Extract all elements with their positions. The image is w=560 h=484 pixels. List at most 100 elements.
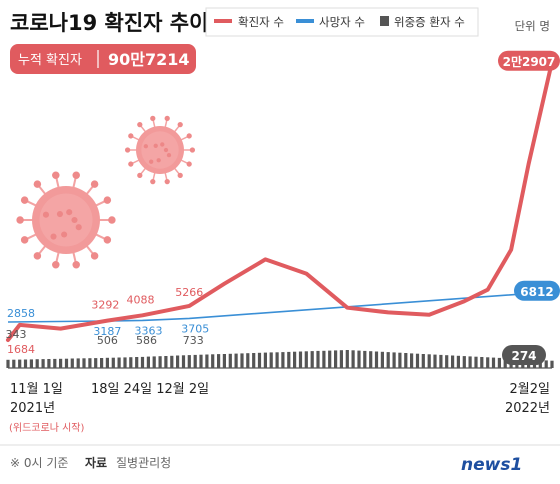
critical-bar bbox=[433, 354, 437, 368]
deaths-label-24: 3363 bbox=[135, 324, 163, 337]
critical-bar bbox=[269, 352, 273, 368]
critical-label-start: 343 bbox=[6, 328, 27, 341]
critical-bar bbox=[386, 352, 390, 368]
critical-label-dec2: 733 bbox=[183, 334, 204, 347]
cases-label-end: 2만2907 bbox=[503, 54, 556, 69]
critical-bar bbox=[550, 360, 554, 368]
critical-bar bbox=[339, 350, 343, 368]
critical-bar bbox=[211, 354, 215, 368]
critical-bar bbox=[538, 360, 542, 368]
critical-bar bbox=[298, 351, 303, 368]
critical-bar bbox=[18, 359, 22, 368]
cases-label-24: 4088 bbox=[127, 293, 155, 306]
critical-bar bbox=[35, 359, 39, 368]
footer-source: 질병관리청 bbox=[116, 456, 171, 470]
footer-source-label: 자료 bbox=[85, 455, 107, 470]
virus-icon-small bbox=[124, 115, 196, 185]
critical-bar bbox=[316, 350, 320, 368]
critical-bar bbox=[369, 351, 373, 368]
critical-bar bbox=[310, 351, 314, 368]
critical-bar bbox=[158, 356, 162, 368]
deaths-label-dec2: 3705 bbox=[181, 322, 209, 335]
critical-bar bbox=[427, 354, 431, 368]
cases-label-end-pill bbox=[498, 50, 560, 71]
legend-label-critical: 위중증 환자 수 bbox=[394, 15, 465, 29]
legend-box bbox=[205, 7, 479, 37]
brand-logo: news1 bbox=[461, 455, 522, 475]
critical-bar bbox=[328, 350, 332, 368]
critical-bar bbox=[497, 357, 501, 368]
deaths-label-start: 2858 bbox=[7, 307, 35, 320]
critical-bar bbox=[187, 355, 191, 368]
critical-bar bbox=[404, 353, 408, 368]
critical-bar bbox=[451, 355, 455, 368]
critical-bar bbox=[64, 358, 69, 368]
critical-bar bbox=[357, 350, 361, 368]
critical-bar bbox=[100, 358, 104, 368]
deaths-label-18: 3187 bbox=[93, 325, 121, 338]
critical-label-24: 586 bbox=[136, 334, 157, 347]
critical-bar bbox=[380, 351, 384, 368]
critical-label-end: 274 bbox=[511, 349, 536, 363]
critical-bar bbox=[88, 358, 92, 368]
critical-bar bbox=[410, 353, 414, 368]
critical-bar bbox=[152, 356, 156, 368]
critical-bar bbox=[70, 358, 74, 368]
critical-bar bbox=[415, 353, 420, 368]
critical-bar bbox=[170, 355, 174, 368]
critical-bar bbox=[456, 355, 460, 368]
critical-bar bbox=[486, 357, 490, 368]
critical-bar bbox=[351, 350, 355, 368]
critical-bar bbox=[392, 352, 396, 368]
critical-bar bbox=[304, 351, 308, 368]
virus-icon-large bbox=[16, 171, 116, 269]
cumulative-badge bbox=[10, 44, 196, 74]
critical-bar bbox=[345, 350, 349, 368]
critical-bar bbox=[322, 350, 326, 368]
critical-bar bbox=[146, 356, 150, 368]
legend-label-deaths: 사망자 수 bbox=[319, 15, 365, 29]
critical-bar bbox=[59, 358, 63, 368]
critical-bar bbox=[111, 357, 115, 368]
x-label-end-date: 2월2일 bbox=[510, 382, 550, 397]
critical-bar bbox=[246, 353, 250, 368]
x-label-start-year: 2021년 bbox=[10, 401, 55, 416]
critical-bar bbox=[76, 358, 80, 368]
critical-bar bbox=[47, 359, 51, 368]
legend-swatch-critical bbox=[380, 16, 389, 26]
critical-bar bbox=[334, 350, 338, 368]
cases-line bbox=[6, 59, 554, 342]
cases-label-18: 3292 bbox=[91, 299, 119, 312]
data-labels: 1684 3292 4088 5266 2만2907 2858 3187 3363 3705 68… bbox=[6, 50, 560, 365]
cases-label-dec2: 5266 bbox=[175, 286, 203, 299]
critical-bar bbox=[193, 354, 197, 368]
critical-bar bbox=[82, 358, 86, 368]
critical-bar bbox=[199, 354, 203, 368]
x-label-start-note: (위드코로나 시작) bbox=[9, 421, 84, 434]
critical-bar bbox=[544, 360, 548, 368]
critical-bar bbox=[293, 351, 297, 368]
critical-bar bbox=[23, 359, 28, 368]
unit-label: 단위 명 bbox=[515, 19, 550, 33]
virus-illustration bbox=[16, 115, 196, 269]
critical-bar bbox=[445, 355, 449, 368]
legend-swatch-deaths bbox=[296, 19, 314, 23]
critical-bar bbox=[263, 352, 267, 368]
critical-bar bbox=[135, 357, 139, 368]
critical-bar bbox=[363, 350, 367, 368]
critical-label-18: 506 bbox=[97, 334, 118, 347]
cumulative-label: 누적 확진자 bbox=[18, 53, 82, 68]
x-label-start-date: 11월 1일 bbox=[10, 382, 63, 397]
critical-bar bbox=[129, 357, 133, 368]
brand-wordmark: news1 bbox=[461, 455, 522, 475]
critical-bar bbox=[252, 353, 256, 368]
deaths-line bbox=[7, 291, 553, 323]
critical-bar bbox=[217, 354, 221, 368]
critical-label-end-pill bbox=[502, 345, 546, 365]
critical-bar bbox=[480, 357, 484, 368]
page-title: 코로나19 확진자 추이 bbox=[10, 11, 208, 35]
critical-bar bbox=[275, 352, 279, 368]
critical-bar bbox=[117, 357, 121, 368]
legend-label-cases: 확진자 수 bbox=[238, 15, 284, 29]
critical-bar bbox=[398, 352, 402, 368]
